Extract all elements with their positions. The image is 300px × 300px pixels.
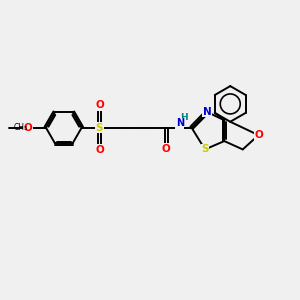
Text: H: H [180, 113, 188, 122]
Text: O: O [254, 130, 263, 140]
Text: S: S [96, 123, 103, 133]
Text: N: N [203, 107, 212, 117]
Text: O: O [95, 100, 104, 110]
Text: N: N [176, 118, 184, 128]
Text: S: S [201, 144, 209, 154]
Text: CH₃: CH₃ [13, 123, 27, 132]
Text: O: O [162, 143, 171, 154]
Text: O: O [95, 145, 104, 155]
Text: O: O [24, 123, 32, 133]
